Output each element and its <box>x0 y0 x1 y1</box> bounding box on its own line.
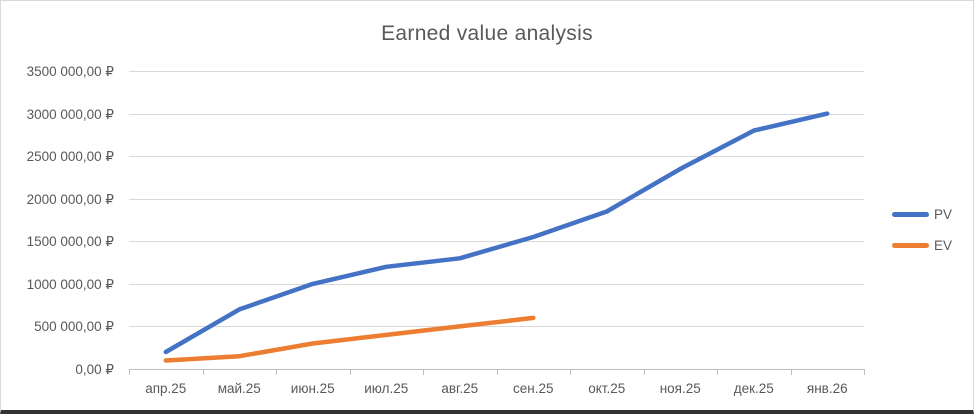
x-axis-tick-label: ноя.25 <box>660 381 701 396</box>
y-axis-labels: 0,00 ₽ 500 000,00 ₽ 1000 000,00 ₽ 1500 000,… <box>27 64 115 377</box>
x-axis-tick-label: сен.25 <box>513 381 553 396</box>
series-pv-line <box>163 111 830 355</box>
x-axis-labels: апр.25 май.25 июн.25 июл.25 авг.25 сен.25 окт.… <box>145 381 847 396</box>
y-axis-tick-label: 1000 000,00 ₽ <box>27 277 115 292</box>
legend-item-ev: EV <box>892 237 952 254</box>
ev-line-swatch <box>892 243 929 248</box>
x-axis-tick-label: авг.25 <box>441 381 478 396</box>
legend-item-pv: PV <box>892 206 952 223</box>
series-ev-line <box>163 315 536 363</box>
y-axis-tick-label: 2500 000,00 ₽ <box>27 149 115 164</box>
y-axis-tick-label: 2000 000,00 ₽ <box>27 192 115 207</box>
x-axis-tick-label: июн.25 <box>291 381 335 396</box>
legend-label-pv: PV <box>934 207 953 222</box>
x-axis-tick-label: дек.25 <box>734 381 774 396</box>
x-axis <box>129 369 865 375</box>
x-axis-tick-label: янв.26 <box>807 381 848 396</box>
chart-title: Earned value analysis <box>381 22 593 45</box>
y-axis-tick-label: 3500 000,00 ₽ <box>27 64 115 79</box>
y-axis-tick-label: 0,00 ₽ <box>75 362 114 377</box>
y-axis-tick-label: 3000 000,00 ₽ <box>27 107 115 122</box>
legend-label-ev: EV <box>934 238 953 253</box>
pv-line-swatch <box>892 212 929 217</box>
gridlines <box>129 71 864 327</box>
y-axis-tick-label: 500 000,00 ₽ <box>34 319 114 334</box>
x-axis-tick-label: окт.25 <box>588 381 625 396</box>
x-axis-tick-label: апр.25 <box>145 381 186 396</box>
x-axis-tick-label: май.25 <box>218 381 261 396</box>
x-axis-tick-label: июл.25 <box>364 381 408 396</box>
chart-legend: PV EV <box>892 206 952 254</box>
y-axis-tick-label: 1500 000,00 ₽ <box>27 234 115 249</box>
